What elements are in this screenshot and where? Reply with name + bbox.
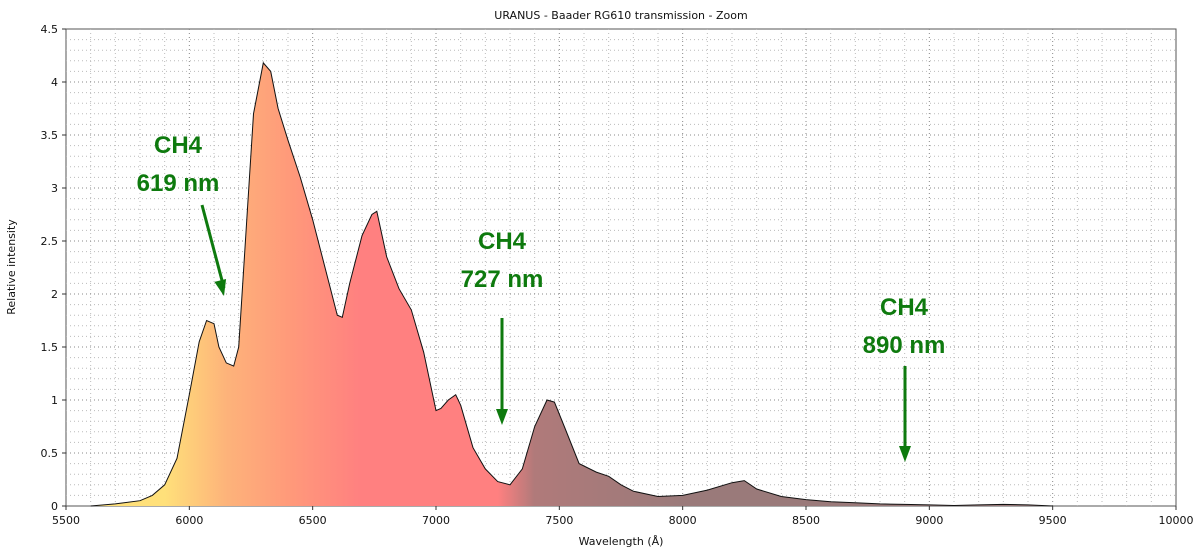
y-tick-label: 4 — [51, 76, 58, 89]
y-tick-label: 4.5 — [41, 23, 59, 36]
annotation-label: 890 nm — [863, 332, 946, 359]
x-tick-label: 6000 — [175, 514, 203, 527]
x-tick-label: 10000 — [1159, 514, 1194, 527]
x-tick-label: 7000 — [422, 514, 450, 527]
spectrum-area — [90, 62, 1053, 507]
x-tick-label: 8500 — [792, 514, 820, 527]
annotation-arrow-head — [496, 409, 508, 425]
x-tick-label: 9500 — [1039, 514, 1067, 527]
y-tick-label: 2 — [51, 288, 58, 301]
y-tick-label: 3 — [51, 182, 58, 195]
annotation-label: 727 nm — [461, 266, 544, 293]
x-axis-ticks: 5500 6000 6500 7000 7500 8000 8500 9000 9500 1000… — [52, 506, 1194, 527]
x-tick-label: 6500 — [299, 514, 327, 527]
spectrum-line — [90, 61, 1053, 507]
y-axis-ticks: 0 0.5 1 1.5 2 2.5 3 3.5 4 4.5 — [41, 23, 66, 513]
y-tick-label: 1.5 — [41, 341, 59, 354]
x-tick-label: 8000 — [669, 514, 697, 527]
chart-title: URANUS - Baader RG610 transmission - Zoo… — [494, 9, 747, 22]
annotation-label: CH4 — [154, 132, 203, 159]
y-tick-label: 2.5 — [41, 235, 59, 248]
annotation-label: CH4 — [880, 294, 929, 321]
y-tick-label: 1 — [51, 394, 58, 407]
annotation-label: CH4 — [478, 228, 527, 255]
spectrum-series — [90, 61, 1053, 507]
x-tick-label: 7500 — [545, 514, 573, 527]
annotation-label: 619 nm — [137, 170, 220, 197]
y-axis-title: Relative intensity — [5, 219, 18, 315]
x-tick-label: 5500 — [52, 514, 80, 527]
x-axis-title: Wavelength (Å) — [579, 535, 664, 548]
y-tick-label: 3.5 — [41, 129, 59, 142]
annotation-arrow-head — [899, 446, 911, 462]
y-tick-label: 0.5 — [41, 447, 59, 460]
annotations: CH4 619 nm CH4 727 nm CH4 890 nm — [137, 132, 946, 462]
annotation-arrow-shaft — [200, 204, 226, 289]
y-tick-label: 0 — [51, 500, 58, 513]
annotation-arrow-head — [214, 279, 227, 296]
x-tick-label: 9000 — [915, 514, 943, 527]
